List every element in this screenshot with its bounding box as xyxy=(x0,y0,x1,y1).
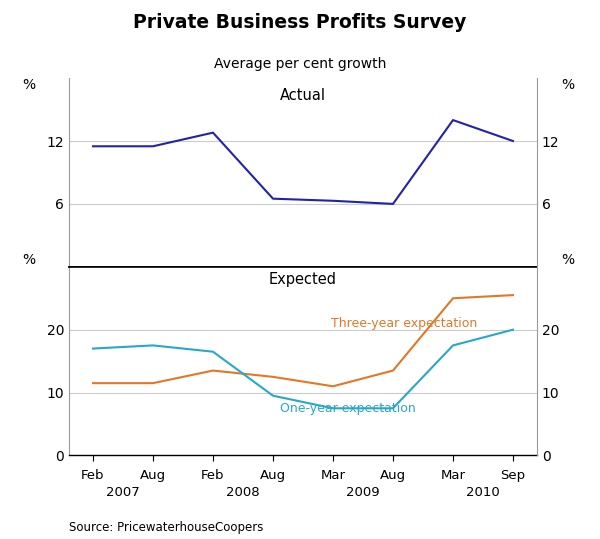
Text: Sep: Sep xyxy=(500,469,526,482)
Text: Aug: Aug xyxy=(380,469,406,482)
Text: Private Business Profits Survey: Private Business Profits Survey xyxy=(133,13,467,32)
Text: Mar: Mar xyxy=(440,469,466,482)
Text: Aug: Aug xyxy=(140,469,166,482)
Text: %: % xyxy=(561,78,574,92)
Text: Source: PricewaterhouseCoopers: Source: PricewaterhouseCoopers xyxy=(69,521,263,534)
Text: Three-year expectation: Three-year expectation xyxy=(331,317,478,330)
Text: %: % xyxy=(561,253,574,267)
Text: 2008: 2008 xyxy=(226,486,260,499)
Text: Average per cent growth: Average per cent growth xyxy=(214,57,386,71)
Text: %: % xyxy=(23,78,36,92)
Text: Aug: Aug xyxy=(260,469,286,482)
Text: 2009: 2009 xyxy=(346,486,380,499)
Text: 2010: 2010 xyxy=(466,486,500,499)
Text: Feb: Feb xyxy=(201,469,225,482)
Text: Mar: Mar xyxy=(320,469,346,482)
Text: One-year expectation: One-year expectation xyxy=(280,402,415,415)
Text: %: % xyxy=(23,253,36,267)
Text: Expected: Expected xyxy=(269,273,337,287)
Text: 2007: 2007 xyxy=(106,486,140,499)
Text: Feb: Feb xyxy=(81,469,105,482)
Text: Actual: Actual xyxy=(280,88,326,102)
